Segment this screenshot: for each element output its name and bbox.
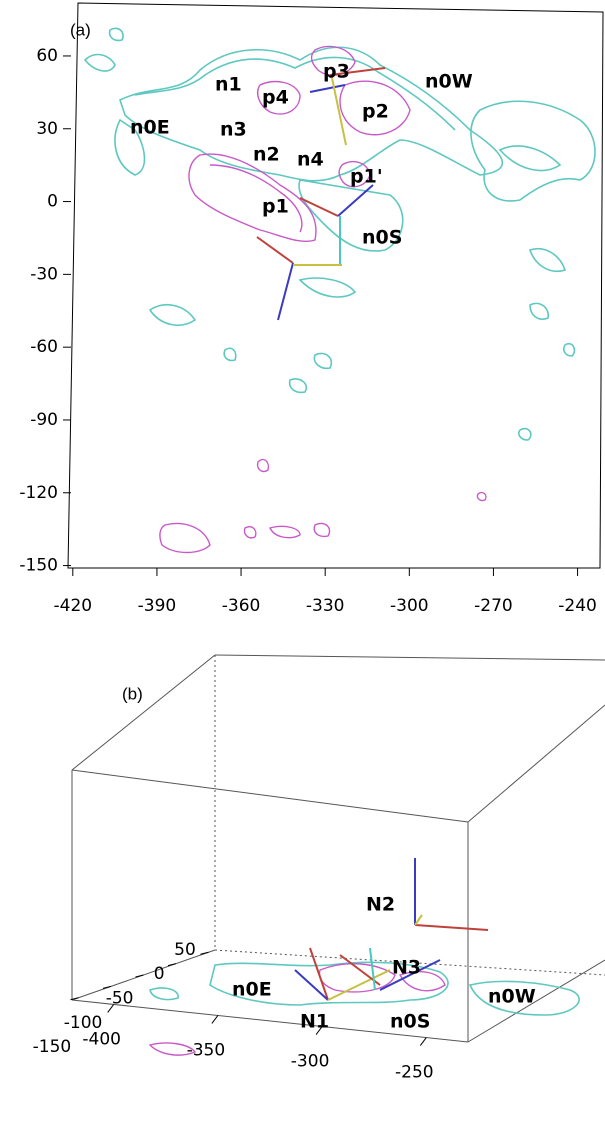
contours-b [148, 961, 580, 1056]
y-tick [200, 951, 209, 955]
x-tick-label: -390 [138, 596, 177, 616]
contour [529, 302, 550, 320]
contour [498, 145, 562, 172]
x-tick-label: -350 [187, 1040, 226, 1060]
y-tick [135, 974, 144, 978]
annotation: n2 [253, 144, 280, 166]
annotation: N2 [366, 894, 395, 916]
x-tick-label: -300 [390, 596, 429, 616]
annotation: n0S [390, 1011, 430, 1033]
contour [188, 153, 317, 242]
y-tick-label: 0 [154, 964, 165, 984]
x-tick [419, 1037, 427, 1046]
contour [313, 522, 331, 538]
annotation: n0E [232, 979, 272, 1001]
x-tick-label: -300 [291, 1052, 330, 1072]
y-tick-label: -120 [19, 483, 58, 503]
contour [209, 961, 449, 1006]
contour [518, 427, 532, 441]
y-tick-label: -150 [33, 1037, 72, 1057]
y-tick-label: -150 [19, 556, 58, 576]
annotation: n1 [215, 74, 242, 96]
contour [268, 525, 301, 539]
annotation: p1 [262, 196, 289, 218]
y-tick-label: -50 [106, 989, 134, 1009]
contour [148, 1042, 197, 1056]
x-tick-label: -330 [306, 596, 345, 616]
annotation: n0S [362, 227, 402, 249]
box-3d [71, 654, 605, 1043]
contour [313, 352, 333, 370]
contour [83, 53, 116, 72]
x-tick-label: -400 [82, 1029, 121, 1049]
contour [528, 248, 567, 272]
x-tick-label: -420 [54, 596, 93, 616]
y-tick [167, 963, 177, 967]
contour [298, 179, 404, 252]
annotation: p4 [262, 87, 289, 109]
contour [119, 46, 504, 182]
contour [288, 378, 308, 394]
axis-frames-a [256, 67, 386, 321]
axis-frames-b [294, 858, 489, 1001]
contour [338, 160, 371, 188]
contour [563, 342, 576, 357]
y-tick-label: -90 [30, 410, 58, 430]
y-tick-label: 60 [36, 46, 58, 66]
y-tick [102, 985, 112, 989]
contour [476, 491, 487, 502]
contour [298, 277, 357, 298]
contours-a-positive [159, 45, 487, 554]
contour [223, 347, 237, 362]
y-tick-label: 50 [174, 940, 196, 960]
annotation: N1 [300, 1011, 329, 1033]
contour [339, 80, 411, 136]
x-tick-label: -360 [222, 596, 261, 616]
contour [209, 164, 303, 233]
y-tick-label: 0 [47, 192, 58, 212]
x-tick [107, 1004, 115, 1013]
contour [243, 526, 257, 539]
x-tick [211, 1015, 219, 1024]
annotation: n4 [297, 149, 324, 171]
contour [159, 522, 211, 554]
contours-a [83, 27, 596, 441]
contour [148, 304, 197, 326]
y-tick-label: -60 [30, 337, 58, 357]
annotation: n0W [425, 71, 473, 93]
plot-frame [67, 2, 604, 569]
contour [134, 56, 456, 131]
y-tick-label: -100 [64, 1013, 103, 1033]
panel-label: (a) [70, 20, 91, 39]
annotation: n0E [130, 117, 170, 139]
y-tick-label: -30 [30, 264, 58, 284]
y-tick-label: 30 [36, 119, 58, 139]
x-tick [315, 1026, 323, 1035]
annotation: p3 [323, 61, 350, 83]
contour [257, 80, 301, 115]
contour [470, 100, 596, 202]
annotation: n0W [488, 986, 536, 1008]
x-tick-label: -250 [395, 1063, 434, 1083]
contour [256, 458, 270, 473]
annotation: n3 [220, 119, 247, 141]
x-tick-label: -270 [474, 596, 513, 616]
contour [108, 27, 124, 42]
x-tick-label: -240 [558, 596, 597, 616]
contour [114, 118, 146, 176]
contour [149, 987, 179, 1001]
annotation: N3 [392, 957, 421, 979]
annotation: p1' [350, 166, 383, 188]
contour [468, 980, 580, 1016]
annotation: p2 [362, 101, 389, 123]
y-tick [70, 997, 79, 1001]
panel-label: (b) [122, 684, 143, 703]
